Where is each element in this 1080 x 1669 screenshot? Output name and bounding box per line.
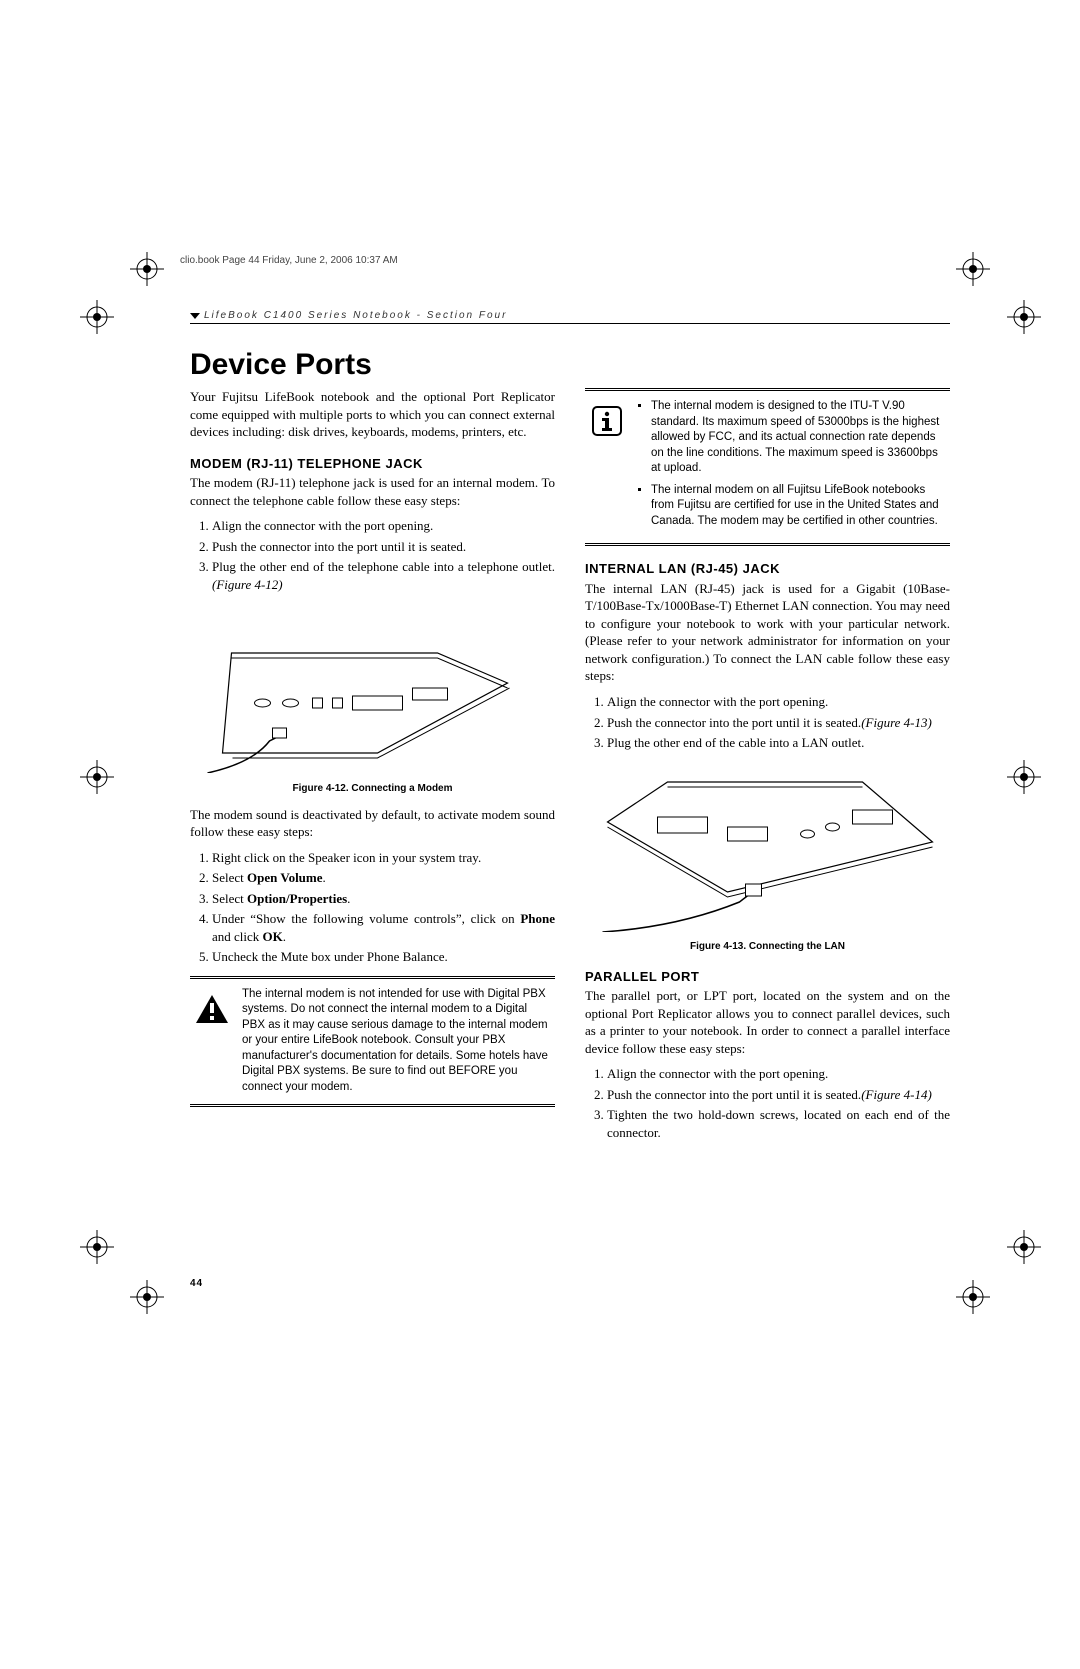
- info-callout: The internal modem is designed to the IT…: [585, 388, 950, 546]
- list-item: Under “Show the following volume control…: [212, 910, 555, 945]
- list-item: Align the connector with the port openin…: [212, 517, 555, 535]
- list-item: Plug the other end of the telephone cabl…: [212, 558, 555, 593]
- section-header-text: LifeBook C1400 Series Notebook - Section…: [204, 310, 507, 321]
- parallel-heading: PARALLEL PORT: [585, 968, 950, 986]
- lan-steps: Align the connector with the port openin…: [585, 693, 950, 752]
- modem-sound-steps: Right click on the Speaker icon in your …: [190, 849, 555, 966]
- modem-sound-intro: The modem sound is deactivated by defaul…: [190, 806, 555, 841]
- left-column: Your Fujitsu LifeBook notebook and the o…: [190, 388, 555, 1152]
- lan-intro: The internal LAN (RJ-45) jack is used fo…: [585, 580, 950, 685]
- figure-caption: Figure 4-13. Connecting the LAN: [585, 940, 950, 954]
- figure-caption: Figure 4-12. Connecting a Modem: [190, 782, 555, 796]
- list-item: Align the connector with the port openin…: [607, 693, 950, 711]
- reg-mark-icon: [956, 1280, 990, 1314]
- section-header: LifeBook C1400 Series Notebook - Section…: [190, 310, 950, 321]
- reg-mark-icon: [1007, 300, 1041, 334]
- reg-mark-icon: [1007, 760, 1041, 794]
- figure-modem-illustration: [190, 603, 555, 773]
- list-item: Select Open Volume.: [212, 869, 555, 887]
- print-header-text: clio.book Page 44 Friday, June 2, 2006 1…: [180, 255, 398, 266]
- page-number: 44: [190, 1278, 203, 1289]
- reg-mark-icon: [1007, 1230, 1041, 1264]
- modem-heading: MODEM (RJ-11) TELEPHONE JACK: [190, 455, 555, 473]
- figure-lan-illustration: [585, 762, 950, 932]
- lan-heading: INTERNAL LAN (RJ-45) JACK: [585, 560, 950, 578]
- parallel-intro: The parallel port, or LPT port, located …: [585, 987, 950, 1057]
- info-bullet: The internal modem is designed to the IT…: [651, 399, 946, 477]
- list-item: Tighten the two hold-down screws, locate…: [607, 1106, 950, 1141]
- parallel-steps: Align the connector with the port openin…: [585, 1065, 950, 1141]
- intro-text: Your Fujitsu LifeBook notebook and the o…: [190, 388, 555, 441]
- page-title: Device Ports: [190, 348, 950, 382]
- reg-mark-icon: [130, 252, 164, 286]
- list-item: Select Option/Properties.: [212, 890, 555, 908]
- list-item: Push the connector into the port until i…: [607, 714, 950, 732]
- arrow-down-icon: [190, 313, 200, 319]
- list-item: Push the connector into the port until i…: [212, 538, 555, 556]
- modem-intro: The modem (RJ-11) telephone jack is used…: [190, 474, 555, 509]
- info-bullet: The internal modem on all Fujitsu LifeBo…: [651, 483, 946, 530]
- list-item: Plug the other end of the cable into a L…: [607, 734, 950, 752]
- list-item: Right click on the Speaker icon in your …: [212, 849, 555, 867]
- right-column: The internal modem is designed to the IT…: [585, 388, 950, 1152]
- list-item: Push the connector into the port until i…: [607, 1086, 950, 1104]
- modem-steps: Align the connector with the port openin…: [190, 517, 555, 593]
- reg-mark-icon: [130, 1280, 164, 1314]
- warning-text: The internal modem is not intended for u…: [242, 987, 551, 1096]
- reg-mark-icon: [80, 760, 114, 794]
- list-item: Uncheck the Mute box under Phone Balance…: [212, 948, 555, 966]
- reg-mark-icon: [80, 300, 114, 334]
- list-item: Align the connector with the port openin…: [607, 1065, 950, 1083]
- reg-mark-icon: [80, 1230, 114, 1264]
- print-header: clio.book Page 44 Friday, June 2, 2006 1…: [180, 255, 945, 266]
- reg-mark-icon: [956, 252, 990, 286]
- info-icon: [589, 405, 625, 437]
- divider: [190, 323, 950, 324]
- warning-icon: [194, 993, 230, 1025]
- warning-callout: The internal modem is not intended for u…: [190, 976, 555, 1107]
